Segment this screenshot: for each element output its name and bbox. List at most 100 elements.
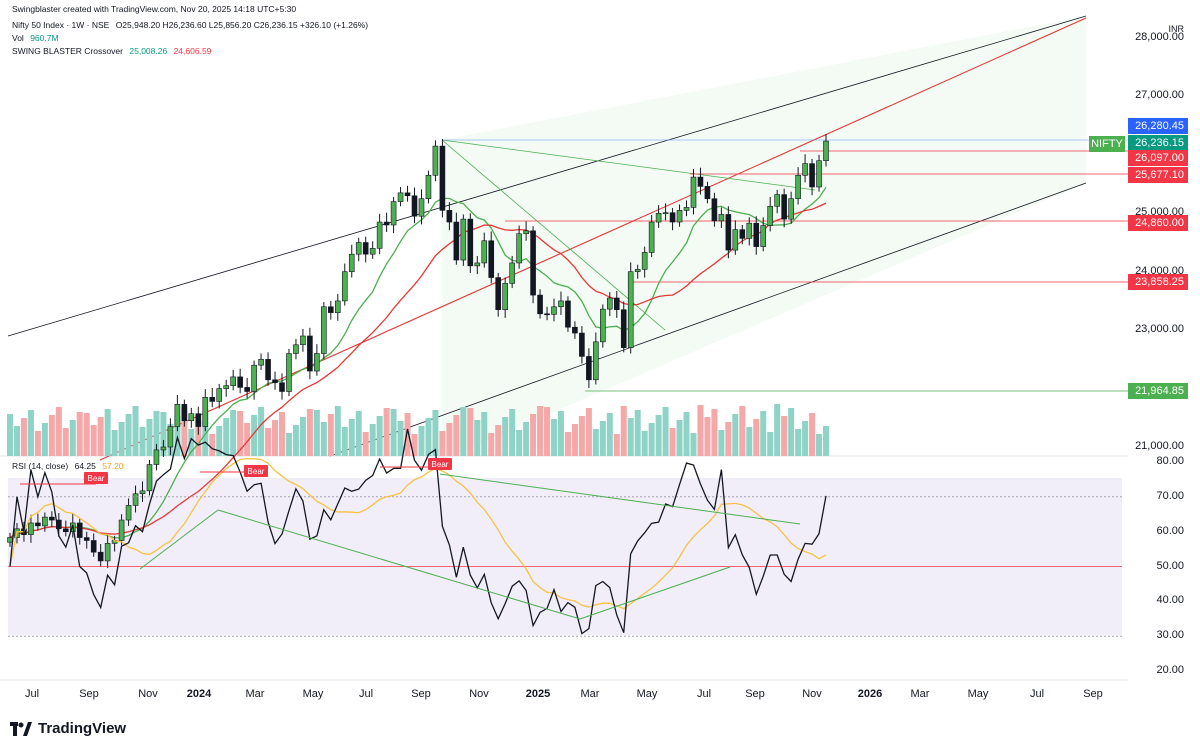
rsi-label[interactable]: RSI (14, close) xyxy=(12,461,69,471)
volume-bar xyxy=(767,432,774,456)
rsi-line xyxy=(9,428,827,635)
candle-body xyxy=(160,446,167,451)
volume-bar xyxy=(292,425,299,456)
candle-body xyxy=(634,269,641,273)
tradingview-brand: TradingView xyxy=(38,720,127,737)
rsi-bull-div-line xyxy=(217,509,581,620)
candle-body xyxy=(572,326,578,334)
volume-bar xyxy=(390,409,397,456)
volume-bar xyxy=(209,434,216,456)
indicator-label[interactable]: SWING BLASTER Crossover xyxy=(12,46,123,56)
price-level-label: 21,964.85 xyxy=(1128,383,1188,399)
volume-bar xyxy=(551,419,557,456)
rsi-ma-value: 57.20 xyxy=(102,461,124,471)
volume-bar xyxy=(299,417,306,456)
candle-body xyxy=(823,140,829,161)
candle-body xyxy=(488,240,495,278)
volume-bar xyxy=(432,410,439,456)
candle-body xyxy=(300,335,306,346)
volume-bar xyxy=(285,433,292,456)
candle-body xyxy=(83,537,90,541)
volume-bar xyxy=(125,414,132,456)
price-axis-tick: 21,000.00 xyxy=(1135,440,1184,452)
bear-tag-bg xyxy=(244,465,268,477)
candle-body xyxy=(188,413,195,422)
candle-body xyxy=(216,388,223,402)
candle-body xyxy=(753,222,760,247)
tradingview-logo[interactable]: TradingView xyxy=(10,720,126,737)
candle-body xyxy=(341,271,348,302)
indicator-value-slow: 24,606.59 xyxy=(173,46,212,56)
candle-body xyxy=(474,262,481,267)
candle-body xyxy=(648,221,655,253)
volume-bar xyxy=(334,406,341,456)
candle-body xyxy=(265,359,271,381)
time-axis-tick: Jul xyxy=(358,688,374,700)
candle-body xyxy=(551,306,557,315)
candle-body xyxy=(767,205,774,226)
volume-bar xyxy=(571,424,578,456)
candle-body xyxy=(439,145,446,211)
volume-bar xyxy=(655,415,662,456)
candle-body xyxy=(195,413,202,427)
volume-bar xyxy=(348,419,355,456)
time-axis-tick: Sep xyxy=(79,688,99,700)
volume-bar xyxy=(188,429,195,456)
volume-bar xyxy=(795,429,802,456)
candle-body xyxy=(446,210,453,223)
rsi-value: 64.25 xyxy=(74,461,96,471)
bear-tag-bg xyxy=(84,472,108,484)
price-level-label: 25,677.10 xyxy=(1128,167,1188,183)
candle-body xyxy=(481,240,488,264)
price-axis-tick: 23,000.00 xyxy=(1135,323,1184,336)
volume-bar xyxy=(48,415,55,456)
candle-body xyxy=(816,160,822,188)
volume-bar xyxy=(488,433,495,456)
symbol-name[interactable]: Nifty 50 Index · 1W · NSE xyxy=(12,20,110,30)
candle-body xyxy=(307,335,313,372)
candle-body xyxy=(704,186,711,199)
candle-body xyxy=(258,359,264,366)
candle-body xyxy=(328,306,334,313)
candle-body xyxy=(620,309,627,348)
symbol-tag[interactable]: NIFTY xyxy=(1089,136,1125,152)
candle-body xyxy=(390,201,397,226)
candle-body xyxy=(321,306,327,354)
candle-body xyxy=(697,176,704,187)
trend-green-diagonal xyxy=(441,139,666,331)
currency-label: INR xyxy=(1168,24,1185,34)
candle-body xyxy=(7,537,13,543)
candle-body xyxy=(809,163,815,188)
bear-tag-label: Bear xyxy=(248,467,265,476)
candle-body xyxy=(35,522,41,527)
volume-bar xyxy=(27,410,34,456)
volume-bar xyxy=(669,428,676,456)
candle-body xyxy=(28,522,34,535)
candle-body xyxy=(795,175,801,199)
candle-body xyxy=(355,242,362,255)
rsi-axis-tick: 70.00 xyxy=(1156,489,1184,502)
volume-bar xyxy=(376,416,383,456)
volume-bar xyxy=(564,432,571,456)
candle-body xyxy=(760,225,767,247)
candle-body xyxy=(334,300,341,313)
bear-tag-bg xyxy=(428,458,452,470)
candle-body xyxy=(690,176,697,208)
volume-bar xyxy=(676,420,683,456)
bear-tag-label: Bear xyxy=(88,474,105,483)
channel-upper-line xyxy=(7,15,1087,337)
volume-bar xyxy=(230,410,237,456)
volume-bar xyxy=(418,426,425,456)
bear-tag-label: Bear xyxy=(432,460,449,469)
volume-bar xyxy=(606,413,613,456)
time-axis-tick: Mar xyxy=(910,688,930,700)
volume-bar xyxy=(446,423,453,456)
volume-bar xyxy=(83,413,90,456)
tradingview-logo-icon xyxy=(10,721,32,736)
price-level-label: 23,858.25 xyxy=(1128,274,1188,290)
time-axis-tick: May xyxy=(636,688,658,700)
volume-bar xyxy=(20,418,27,456)
candle-body xyxy=(362,242,369,255)
rsi-axis-tick: 60.00 xyxy=(1156,524,1184,537)
